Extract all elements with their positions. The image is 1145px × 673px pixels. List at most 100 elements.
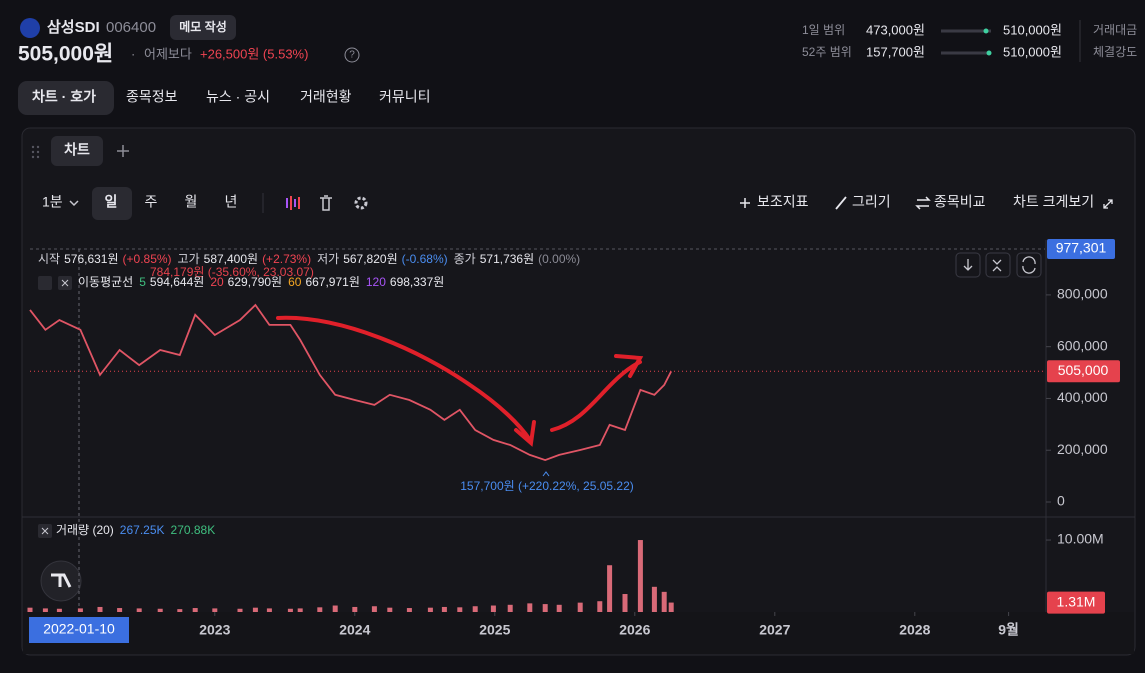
x-tick-label: 2024 (339, 622, 370, 638)
volume-bar (317, 607, 323, 612)
volume-bar (266, 608, 272, 612)
y-tick-label: 600,000 (1057, 337, 1108, 353)
tab[interactable]: 종목정보 (126, 89, 178, 105)
volume-bar (490, 605, 496, 612)
chart-type-icon[interactable] (286, 196, 300, 210)
interval[interactable]: 1분 (42, 194, 63, 210)
compare-label: 어제보다 (144, 46, 192, 61)
tab[interactable]: 차트 · 호가 (32, 89, 96, 105)
ma-period: 60 (288, 275, 302, 289)
x-tick-label: 2026 (619, 622, 650, 638)
toolbar-action[interactable]: 차트 크게보기 (1013, 194, 1094, 210)
period[interactable]: 월 (185, 194, 198, 210)
volume-bar (42, 608, 48, 612)
x-tick-label: 2025 (479, 622, 510, 638)
volume-bar (136, 608, 142, 612)
tab-selected-bg (18, 81, 114, 115)
volume-bar (472, 606, 478, 612)
help-icon[interactable] (344, 47, 360, 63)
volume-bar (597, 601, 603, 612)
price-line (29, 303, 673, 462)
help-text: ? (349, 50, 355, 61)
period[interactable]: 일 (105, 194, 118, 210)
toolbar-action[interactable]: 보조지표 (757, 194, 809, 210)
x-tick-label: 2027 (759, 622, 790, 638)
change: +26,500원 (5.53%) (200, 46, 308, 61)
ohlc-change: (+0.85%) (123, 252, 172, 266)
toolbar-action[interactable]: 종목비교 (934, 194, 986, 210)
expand-icon (1103, 199, 1113, 209)
visibility-icon[interactable] (38, 276, 52, 290)
ma-value: 667,971원 (305, 275, 359, 289)
tab[interactable]: 거래현황 (300, 89, 352, 105)
ohlc-value: 587,400원 (204, 252, 258, 266)
tab[interactable]: 커뮤니티 (379, 89, 431, 105)
ohlc-value: 576,631원 (64, 252, 118, 266)
time-axis-bg (23, 612, 1134, 654)
memo-button[interactable] (170, 15, 236, 40)
panel-tab-bg (51, 136, 103, 166)
annotation-arrow (276, 315, 532, 442)
panel-tab[interactable]: 차트 (64, 142, 90, 158)
ma-period: 20 (210, 275, 224, 289)
volume-bar (27, 607, 33, 612)
ohlc-label: 시작 (38, 252, 60, 266)
range-bar (941, 29, 991, 33)
ma-value: 629,790원 (228, 275, 282, 289)
y-tick-label: 200,000 (1057, 441, 1108, 457)
volume-bar (387, 607, 393, 612)
logo (20, 18, 40, 38)
axis-high-box (1047, 239, 1115, 259)
volume-bar (441, 606, 447, 612)
plus-icon (740, 198, 750, 208)
ohlc-label: 저가 (317, 252, 339, 266)
volume-ma-value: 267.25K (120, 523, 165, 537)
volume-current-box (1047, 591, 1105, 614)
volume-bar (192, 608, 198, 612)
volume-bar (352, 606, 358, 612)
close-glyph (41, 527, 49, 535)
range-low: 157,700원 (866, 44, 925, 59)
low-annotation: 157,700원 (+220.22%, 25.05.22) (460, 479, 634, 493)
period-selected-bg (92, 187, 132, 220)
trash-icon[interactable] (320, 195, 332, 211)
x-tick-label: 2028 (899, 622, 930, 638)
settings-icon[interactable] (354, 196, 368, 210)
price: 505,000원 (18, 43, 113, 66)
ohlc-label: 고가 (178, 252, 200, 266)
ohlc-label: 종가 (454, 252, 476, 266)
volume-bar (371, 606, 377, 612)
side-label: 체결강도 (1093, 45, 1137, 59)
range-dot (986, 50, 992, 56)
volume-bar (527, 603, 533, 612)
side-label: 거래대금 (1093, 23, 1137, 37)
chart-button-icons (963, 256, 1036, 274)
chart-buttons[interactable] (955, 252, 1042, 278)
ma-value: 594,644원 (150, 275, 204, 289)
volume-bar (212, 608, 218, 612)
current-price-box (1047, 360, 1120, 383)
toolbar-action[interactable]: 그리기 (852, 194, 891, 210)
annotation-arrowhead (514, 420, 536, 447)
x-tick-label: 9월 (998, 622, 1019, 638)
separator: · (131, 46, 135, 61)
crosshair-box (29, 617, 129, 643)
volume-bar (237, 608, 243, 612)
low-marker (542, 471, 550, 477)
period[interactable]: 주 (145, 194, 158, 210)
volume-bar (117, 608, 123, 612)
add-tab-icon[interactable] (117, 145, 129, 157)
tab[interactable]: 뉴스 · 공시 (206, 89, 270, 105)
volume-bar (427, 607, 433, 612)
x-tick-label: 2023 (199, 622, 230, 638)
volume-bar (177, 609, 183, 612)
ohlc-change: (0.00%) (538, 252, 580, 266)
annotation-arrow (550, 360, 642, 432)
ma-label: 이동평균선 (78, 275, 133, 289)
period[interactable]: 년 (225, 194, 238, 210)
ma-period: 120 (366, 275, 386, 289)
volume-bar (577, 602, 583, 612)
volume-bar (637, 540, 643, 612)
ohlc-change: (+2.73%) (262, 252, 311, 266)
volume-bar (287, 608, 293, 612)
